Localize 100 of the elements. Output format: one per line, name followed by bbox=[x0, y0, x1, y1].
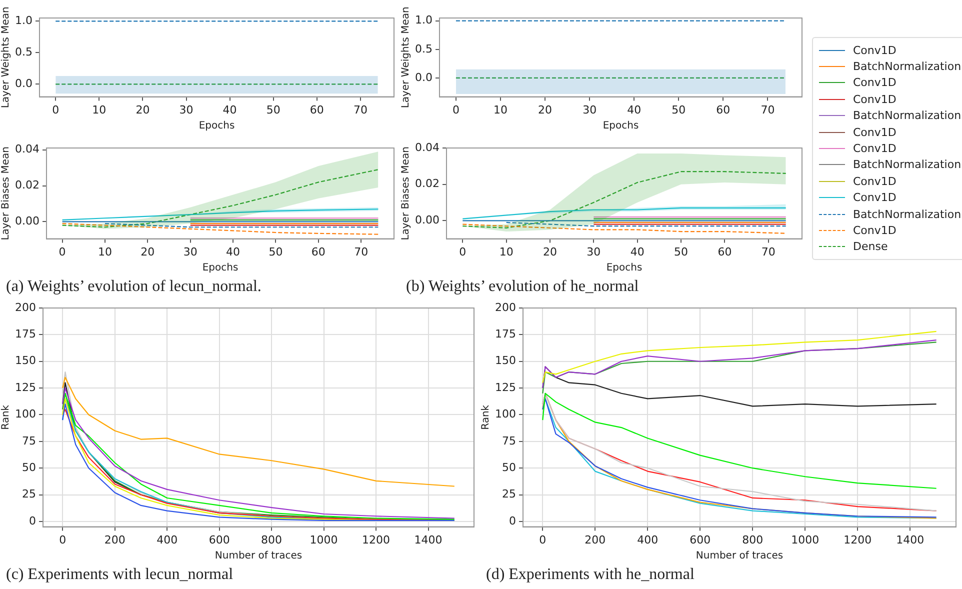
y-tick-label: 125 bbox=[494, 380, 516, 394]
x-tick-label: 30 bbox=[183, 245, 198, 258]
x-tick-label: 70 bbox=[760, 103, 775, 116]
x-tick-label: 50 bbox=[672, 103, 686, 116]
x-tick-label: 70 bbox=[761, 245, 776, 258]
y-tick-label: 1.0 bbox=[14, 14, 32, 28]
x-tick-label: 800 bbox=[742, 533, 764, 546]
y-tick-label: 100 bbox=[14, 408, 36, 421]
y-axis-title: Layer Biases Mean bbox=[400, 146, 412, 240]
x-tick-label: 60 bbox=[310, 103, 324, 116]
y-axis-title: Layer Biases Mean bbox=[0, 146, 12, 240]
y-tick-label: 0 bbox=[508, 514, 516, 528]
y-tick-label: 125 bbox=[14, 380, 36, 394]
x-axis-title: Number of traces bbox=[214, 550, 302, 562]
x-tick-label: 70 bbox=[353, 103, 368, 116]
x-axis-title: Epochs bbox=[606, 262, 642, 274]
x-tick-label: 30 bbox=[179, 103, 194, 116]
y-tick-label: 0.5 bbox=[14, 46, 32, 59]
text: (d) Experiments with he_normal bbox=[486, 566, 694, 584]
x-tick-label: 60 bbox=[716, 103, 730, 116]
y-axis-title: Layer Weights Mean bbox=[0, 6, 12, 108]
y-tick-label: 0.5 bbox=[414, 42, 432, 56]
x-axis-title: Epochs bbox=[198, 120, 235, 132]
x-axis-title: Number of traces bbox=[696, 550, 784, 562]
y-tick-label: 25 bbox=[22, 488, 36, 501]
x-tick-label: 10 bbox=[499, 245, 514, 258]
y-tick-label: 150 bbox=[494, 354, 516, 368]
y-axis-title: Rank bbox=[480, 404, 492, 430]
x-tick-label: 10 bbox=[98, 245, 112, 258]
x-tick-label: 50 bbox=[674, 245, 688, 258]
x-tick-label: 1200 bbox=[844, 533, 872, 546]
x-tick-label: 600 bbox=[690, 533, 711, 546]
y-tick-label: 0.04 bbox=[414, 140, 440, 154]
x-tick-label: 30 bbox=[586, 245, 601, 258]
legend-label: BatchNormalization bbox=[853, 109, 962, 122]
y-tick-label: 25 bbox=[502, 488, 516, 501]
x-tick-label: 400 bbox=[637, 533, 658, 546]
x-tick-label: 0 bbox=[59, 533, 66, 546]
x-tick-label: 40 bbox=[627, 103, 642, 116]
legend-label: BatchNormalization bbox=[853, 158, 962, 172]
legend-label: BatchNormalization bbox=[853, 208, 962, 221]
x-tick-label: 600 bbox=[208, 533, 230, 546]
legend-label: Conv1D bbox=[853, 142, 896, 155]
x-tick-label: 0 bbox=[58, 245, 66, 258]
y-tick-label: 200 bbox=[14, 300, 36, 314]
y-tick-label: 0 bbox=[28, 514, 36, 528]
x-tick-label: 0 bbox=[539, 533, 546, 546]
x-tick-label: 800 bbox=[261, 533, 282, 546]
x-tick-label: 50 bbox=[268, 245, 283, 258]
x-axis-title: Epochs bbox=[602, 120, 639, 132]
legend-label: Conv1D bbox=[853, 76, 896, 90]
legend-label: Conv1D bbox=[853, 191, 896, 204]
x-tick-label: 1200 bbox=[362, 533, 390, 546]
x-tick-label: 1000 bbox=[310, 533, 338, 546]
x-tick-label: 1400 bbox=[414, 533, 442, 546]
x-tick-label: 10 bbox=[494, 103, 508, 116]
y-tick-label: 0.04 bbox=[14, 142, 40, 156]
x-tick-label: 40 bbox=[226, 245, 240, 258]
line-series bbox=[62, 222, 379, 235]
y-tick-label: 75 bbox=[502, 434, 516, 448]
y-tick-label: 200 bbox=[494, 300, 516, 314]
x-tick-label: 200 bbox=[584, 533, 606, 546]
y-axis-title: Layer Weights Mean bbox=[400, 6, 412, 108]
y-tick-label: 75 bbox=[22, 434, 36, 448]
text: (c) Experiments with lecun_normal bbox=[6, 566, 234, 584]
x-tick-label: 20 bbox=[543, 245, 557, 258]
x-tick-label: 60 bbox=[718, 245, 732, 258]
legend-label: Conv1D bbox=[853, 92, 896, 106]
x-axis-title: Epochs bbox=[202, 262, 238, 274]
x-tick-label: 50 bbox=[266, 103, 280, 116]
y-tick-label: 1.0 bbox=[414, 14, 432, 27]
x-tick-label: 20 bbox=[136, 103, 150, 116]
x-tick-label: 0 bbox=[459, 245, 466, 258]
y-tick-label: 0.02 bbox=[14, 178, 40, 192]
x-tick-label: 1000 bbox=[791, 533, 820, 546]
x-tick-label: 30 bbox=[582, 103, 597, 116]
text: (b) Weights’ evolution of he_normal bbox=[406, 278, 639, 296]
line-series bbox=[462, 171, 786, 228]
legend-label: BatchNormalization bbox=[853, 60, 962, 73]
y-tick-label: 100 bbox=[494, 408, 516, 421]
y-tick-label: 0.02 bbox=[414, 177, 440, 190]
y-tick-label: 150 bbox=[14, 354, 36, 368]
text: (a) Weights’ evolution of lecun_normal. bbox=[6, 278, 262, 296]
y-tick-label: 0.00 bbox=[414, 214, 440, 226]
legend-label: Conv1D bbox=[853, 126, 896, 139]
legend-label: Conv1D bbox=[853, 44, 896, 57]
x-tick-label: 40 bbox=[630, 245, 644, 258]
x-tick-label: 20 bbox=[140, 245, 155, 258]
x-tick-label: 40 bbox=[222, 103, 237, 116]
y-tick-label: 175 bbox=[494, 328, 516, 341]
x-tick-label: 20 bbox=[538, 103, 552, 116]
line-series bbox=[62, 169, 379, 228]
y-tick-label: 50 bbox=[22, 460, 36, 474]
legend-label: Dense bbox=[853, 240, 888, 254]
y-tick-label: 175 bbox=[14, 328, 36, 341]
legend-label: Conv1D bbox=[853, 224, 896, 237]
x-tick-label: 0 bbox=[52, 103, 60, 116]
y-tick-label: 0.0 bbox=[14, 77, 32, 90]
x-tick-label: 1400 bbox=[896, 533, 924, 546]
line-series bbox=[462, 224, 786, 234]
